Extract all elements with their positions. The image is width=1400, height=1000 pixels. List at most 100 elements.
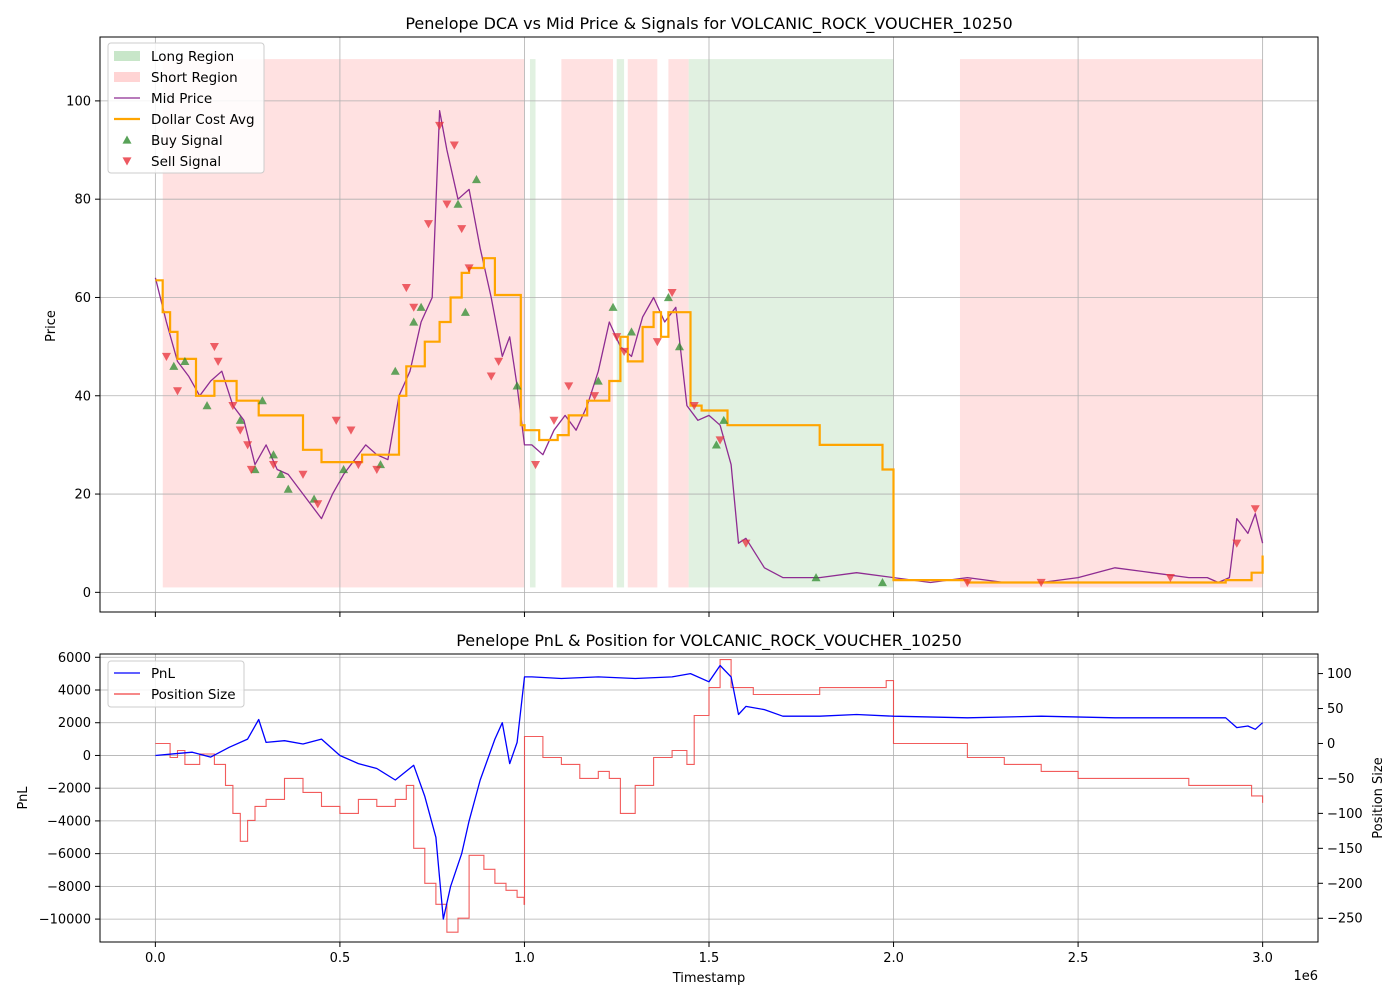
pnl-axis-ticks: 0.0 0.5 1.0 1.5 2.0 2.5 3.0−10000−8000−6000−40…	[39, 651, 1363, 966]
x-tick-label: 2.5	[1068, 951, 1089, 966]
short-region-band	[561, 59, 614, 588]
sell-signal-marker	[549, 416, 559, 425]
buy-signal-marker	[593, 376, 603, 385]
legend-label: Short Region	[151, 70, 238, 86]
pnl-legend-box	[107, 660, 245, 708]
sell-signal-marker	[423, 220, 433, 229]
short-region-band	[627, 59, 658, 588]
sell-signal-marker	[457, 225, 467, 234]
sell-signal-marker	[652, 338, 662, 347]
buy-signal-marker	[663, 292, 673, 302]
sell-signal-marker	[331, 416, 341, 425]
buy-signal-marker	[608, 302, 618, 311]
sell-signal-marker	[209, 343, 219, 352]
buy-signal-marker	[339, 464, 349, 474]
sell-signal-marker	[1232, 539, 1242, 548]
sell-signal-marker	[590, 392, 600, 401]
sell-signal-marker	[564, 382, 574, 391]
buy-signal-marker	[719, 415, 729, 424]
trade-regions	[162, 59, 1263, 588]
x-tick-label: 0.5	[330, 951, 351, 966]
sell-signal-marker	[1165, 573, 1175, 583]
sell-signal-marker	[486, 372, 496, 381]
legend-swatch	[122, 135, 132, 144]
price-legend: Long Region Short Region Mid Price Dollar C…	[107, 42, 265, 174]
pnl-left-tick-label: −4000	[47, 814, 91, 829]
sell-signal-marker	[268, 460, 278, 470]
price-y-tick-label: 40	[74, 389, 91, 404]
sell-signal-marker	[1250, 505, 1260, 514]
pnl-right-tick-label: 50	[1327, 702, 1344, 717]
buy-signal-marker	[390, 366, 400, 375]
short-region-band	[959, 59, 1263, 588]
sell-signal-marker	[689, 401, 699, 411]
sell-signal-marker	[494, 357, 504, 366]
legend-swatch	[122, 157, 132, 166]
legend-label: Mid Price	[151, 91, 212, 107]
sell-signal-marker	[449, 141, 459, 150]
short-region-band	[668, 59, 689, 588]
sell-signal-marker	[435, 121, 445, 130]
pnl-right-tick-label: −100	[1327, 807, 1363, 822]
buy-signal-marker	[512, 381, 522, 390]
legend-label: Sell Signal	[151, 154, 221, 170]
sell-signal-marker	[442, 200, 452, 209]
sell-signal-marker	[346, 426, 356, 435]
sell-signal-marker	[173, 387, 183, 396]
sell-signal-marker	[962, 578, 972, 588]
sell-signal-marker	[372, 465, 382, 474]
buy-signal-marker	[235, 415, 245, 424]
sell-signal-marker	[246, 465, 256, 474]
legend-label: Position Size	[151, 687, 236, 703]
legend-label: Buy Signal	[151, 133, 223, 149]
x-tick-label: 1.5	[699, 951, 720, 966]
legend-swatch	[114, 72, 140, 82]
pnl-left-tick-label: 0	[83, 749, 91, 764]
x-tick-label: 0.0	[145, 951, 166, 966]
pnl-line	[155, 664, 1264, 920]
buy-signal-marker	[711, 440, 721, 449]
sell-signal-marker	[353, 460, 363, 470]
buy-signal-marker	[276, 469, 286, 478]
price-y-tick-label: 100	[66, 94, 91, 109]
long-region-band	[529, 59, 536, 588]
sell-signal-marker	[213, 357, 223, 366]
buy-signal-marker	[283, 484, 293, 493]
sell-signal-marker	[715, 436, 725, 445]
sell-signal-marker	[741, 539, 751, 548]
pnl-gridlines	[100, 654, 1318, 942]
sell-signal-marker	[235, 426, 245, 435]
pnl-right-tick-label: −150	[1327, 842, 1363, 857]
price-y-tick-label: 60	[74, 291, 91, 306]
pnl-right-axis-label: Position Size	[1371, 757, 1386, 838]
sell-signal-marker	[667, 288, 677, 298]
pnl-series	[155, 659, 1264, 933]
price-series	[154, 110, 1264, 584]
legend-label: PnL	[151, 666, 175, 682]
buy-signal-marker	[416, 302, 426, 311]
sell-signal-marker	[619, 347, 629, 357]
long-region-band	[616, 59, 625, 588]
pnl-left-axis-label: PnL	[16, 786, 31, 810]
buy-signal-marker	[202, 401, 212, 410]
price-y-tick-label: 80	[74, 193, 91, 208]
pnl-left-tick-label: 6000	[58, 651, 91, 666]
pnl-panel: Penelope PnL & Position for VOLCANIC_ROC…	[16, 631, 1386, 986]
buy-signal-marker	[626, 327, 636, 336]
pnl-left-tick-label: −2000	[47, 782, 91, 797]
sell-signal-marker	[531, 460, 541, 470]
price-legend-box	[107, 42, 265, 174]
sell-signal-marker	[161, 352, 171, 361]
x-tick-label: 3.0	[1252, 951, 1273, 966]
buy-signal-marker	[471, 175, 481, 184]
sell-signal-marker	[298, 470, 308, 479]
legend-label: Long Region	[151, 49, 234, 65]
sell-signal-marker	[1036, 578, 1046, 588]
legend-label: Dollar Cost Avg	[151, 112, 255, 128]
pnl-left-tick-label: −8000	[47, 880, 91, 895]
buy-signal-marker	[169, 361, 179, 370]
buy-signal-marker	[409, 317, 419, 326]
buy-signal-marker	[877, 578, 887, 587]
x-tick-label: 1.0	[514, 951, 535, 966]
sell-signal-marker	[401, 284, 411, 293]
